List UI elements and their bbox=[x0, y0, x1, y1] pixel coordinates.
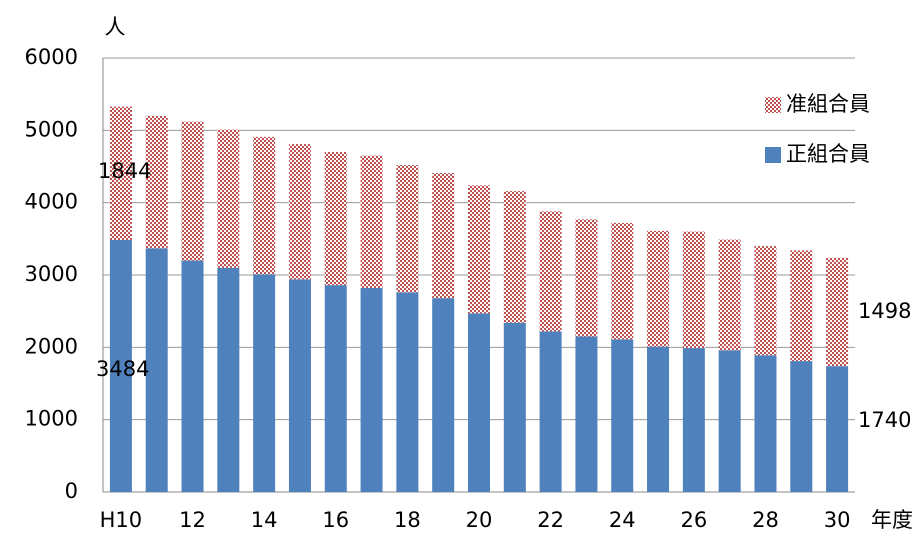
bar-segment bbox=[682, 231, 705, 349]
bar-segment bbox=[503, 322, 526, 492]
y-tick-label: 3000 bbox=[25, 262, 78, 286]
bar-segment bbox=[468, 313, 490, 492]
data-label: 1740 bbox=[858, 408, 911, 432]
bar-segment bbox=[826, 257, 849, 367]
legend-label: 正組合員 bbox=[786, 142, 870, 166]
x-tick-label: 30 bbox=[824, 508, 851, 532]
bar-segment bbox=[611, 222, 634, 340]
y-tick-label: 6000 bbox=[25, 45, 78, 69]
bar-segment bbox=[539, 331, 562, 492]
y-unit: 人 bbox=[105, 15, 126, 39]
legend-label: 准組合員 bbox=[786, 92, 870, 116]
bar-segment bbox=[647, 346, 670, 492]
bar-segment bbox=[360, 288, 383, 492]
y-tick-label: 5000 bbox=[25, 117, 78, 141]
bar-segment bbox=[396, 165, 419, 293]
bar-segment bbox=[432, 173, 455, 299]
data-label: 1498 bbox=[858, 299, 911, 323]
bar-segment bbox=[754, 246, 777, 356]
bar-segment bbox=[468, 185, 490, 314]
bar-segment bbox=[826, 366, 849, 492]
bar-segment bbox=[181, 121, 204, 261]
bar-segment bbox=[790, 250, 813, 362]
y-tick-label: 2000 bbox=[25, 334, 78, 358]
y-tick-label: 4000 bbox=[25, 190, 78, 214]
bar-segment bbox=[718, 239, 741, 351]
x-tick-label: 24 bbox=[609, 508, 636, 532]
bar-segment bbox=[109, 239, 132, 492]
bar-segment bbox=[718, 350, 741, 492]
bar-segment bbox=[611, 339, 634, 492]
bar-segment bbox=[754, 355, 777, 492]
bar-segment bbox=[217, 267, 240, 492]
bar-segment bbox=[682, 348, 705, 492]
bar-segment bbox=[324, 285, 347, 492]
bar-segment bbox=[575, 336, 598, 492]
x-tick-label: 28 bbox=[752, 508, 779, 532]
bar-segment bbox=[539, 211, 562, 332]
x-tick-label: H10 bbox=[100, 508, 143, 532]
bar-segment bbox=[396, 292, 419, 492]
bar-segment bbox=[432, 298, 455, 492]
legend-swatch bbox=[765, 97, 781, 113]
bar-segment bbox=[217, 129, 240, 268]
x-tick-label: 12 bbox=[179, 508, 206, 532]
y-tick-label: 0 bbox=[65, 479, 78, 503]
legend-swatch bbox=[765, 147, 781, 163]
bar-segment bbox=[253, 136, 276, 275]
x-tick-label: 16 bbox=[322, 508, 349, 532]
bar-segment bbox=[288, 144, 311, 280]
bar-segment bbox=[575, 219, 598, 337]
bar-segment bbox=[324, 152, 347, 286]
bar-segment bbox=[647, 230, 670, 347]
bar-segment bbox=[360, 155, 383, 289]
bar-segment bbox=[253, 274, 276, 492]
bar-segment bbox=[145, 115, 168, 249]
x-tick-label: 18 bbox=[394, 508, 421, 532]
bar-segment bbox=[145, 248, 168, 492]
bar-segment bbox=[503, 191, 526, 323]
x-tick-label: 20 bbox=[466, 508, 493, 532]
bar-segment bbox=[109, 106, 132, 240]
bar-segment bbox=[790, 361, 813, 492]
data-label: 1844 bbox=[98, 159, 151, 183]
y-tick-label: 1000 bbox=[25, 407, 78, 431]
x-tick-label: 14 bbox=[251, 508, 278, 532]
bar-segment bbox=[288, 279, 311, 492]
data-label: 3484 bbox=[96, 357, 149, 381]
x-unit: 年度 bbox=[871, 508, 913, 532]
x-tick-label: 22 bbox=[537, 508, 564, 532]
bar-segment bbox=[181, 260, 204, 492]
x-tick-label: 26 bbox=[680, 508, 707, 532]
